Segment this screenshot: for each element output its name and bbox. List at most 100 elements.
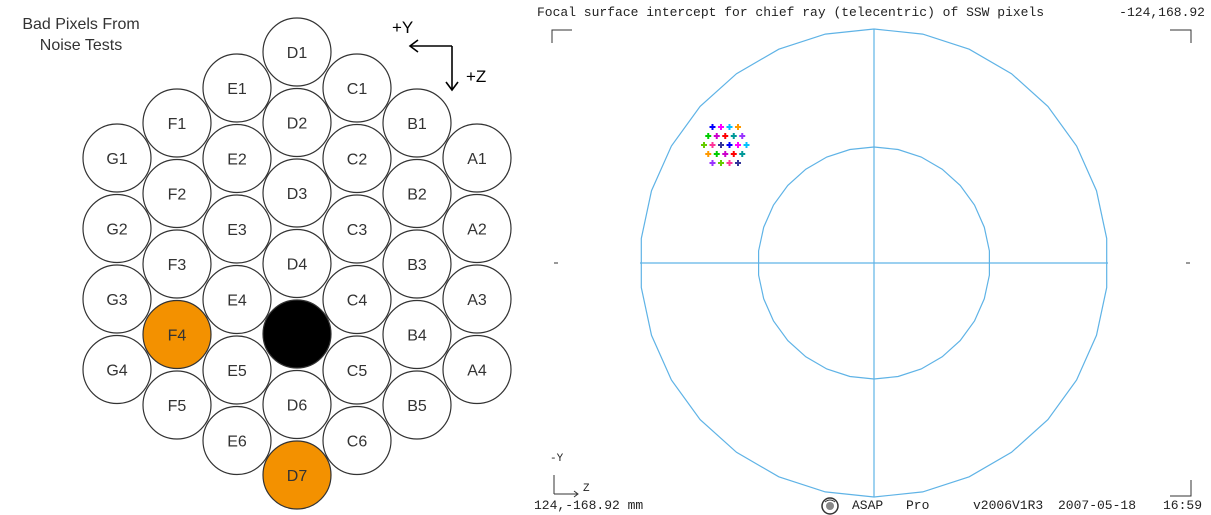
plot-date: 2007-05-18 [1058,498,1137,513]
intercept-marker [701,142,707,148]
intercept-marker [726,142,733,148]
pixel-label: B1 [407,116,427,133]
pixel-label: E6 [227,434,247,451]
pixel-label: G2 [106,222,127,239]
z-arrow-head-icon [445,81,459,92]
intercept-marker [705,133,712,139]
corner-mark-top-left [551,29,572,43]
software-name: ASAP [852,498,884,513]
pixel-label: G3 [106,292,127,309]
pixel-e5 [202,335,272,405]
plot-title: Focal surface intercept for chief ray (t… [537,5,1045,20]
axis-key [553,475,579,498]
corner-mark-bottom-right [1170,480,1192,497]
intercept-marker [718,142,724,148]
intercept-marker [709,160,716,166]
pixel-b5 [382,370,452,440]
pixel-label: E4 [227,293,247,310]
pixel-d2 [262,87,332,158]
pixel-label: C3 [347,222,368,239]
pixel-d3 [262,158,332,228]
pixel-d1 [262,17,332,87]
pixel-label: G4 [106,363,127,380]
panel-title: Bad Pixels From Noise Tests [10,14,152,56]
pixel-c6 [322,405,392,476]
pixel-b3 [382,229,452,299]
intercept-marker [718,160,724,166]
intercept-marker [718,124,724,130]
pixel-label: F2 [168,187,187,204]
axis-indicator: +Y +Z [392,18,486,92]
pixel-hex-array: +Y +Z D1 E1 C1 F1 D2 B1 G1 E2 C2 A1 F2 D3 B2 G2 E3 C3 A2… [82,17,512,510]
pixel-label: E3 [227,222,247,239]
pixel-f3 [142,229,212,299]
pixel-c2 [322,123,392,194]
pixel-label: F5 [168,398,187,415]
focal-circles [640,28,1108,498]
pixel-label: A2 [467,222,487,239]
intercept-marker [705,151,712,157]
pixel-label: B2 [407,187,427,204]
pixel-label: C1 [347,81,368,98]
pixel-d4 [262,228,332,299]
pixel-g3 [82,264,152,334]
pixel-label: C2 [347,152,368,169]
top-right-coordinate: -124,168.92 [1119,5,1205,20]
pixel-group: D1 E1 C1 F1 D2 B1 G1 E2 C2 A1 F2 D3 B2 G2 E3 C3 A2 F3 D4 B3… [82,17,512,510]
intercept-marker [722,133,729,139]
pixel-a1 [442,123,512,193]
pixel-label: D4 [287,257,308,274]
pixel-f2 [142,158,212,229]
intercept-marker [726,160,733,166]
corner-marks [551,29,1192,497]
intercept-marker [709,124,716,130]
pixel-label: C4 [347,293,368,310]
pixel-e1 [202,53,272,123]
intercept-marker [735,124,741,130]
pixel-e2 [202,123,272,194]
intercept-marker [709,142,716,148]
axis-y-label: +Y [392,18,413,37]
intercept-marker [743,142,750,148]
bottom-left-coordinate: 124,-168.92 mm [534,498,644,513]
software-edition: Pro [906,498,930,513]
intercept-marker [735,160,741,166]
pixel-label: A3 [467,292,487,309]
pixel-label: C6 [347,434,368,451]
intercept-marker [722,151,729,157]
pixel-label: C5 [347,363,368,380]
pixel-c3 [322,194,392,264]
pixel-label: B4 [407,328,427,345]
intercept-marker [713,133,720,139]
axis-z-label: +Z [466,67,486,86]
pixel-e3 [202,194,272,264]
pixel-label: D2 [287,116,308,133]
intercept-marker [735,142,741,148]
focal-plot-panel: Focal surface intercept for chief ray (t… [530,0,1211,515]
pixel-label: E1 [227,81,247,98]
pixel-a2 [442,193,512,264]
y-arrow-head-icon [408,39,419,53]
intercept-marker [726,124,733,130]
key-arrow-icon [573,490,579,498]
pixel-label: B3 [407,257,427,274]
pixel-intercept-markers [701,124,750,166]
pixel-a3 [442,264,512,334]
pixel-label: A1 [467,151,487,168]
pixel-label: A4 [467,363,487,380]
corner-mark-top-right [1170,29,1192,43]
title-line-1: Bad Pixels From [22,16,140,33]
key-z-label: Z [583,483,590,495]
pixel-g2 [82,193,152,264]
pixel-label: F3 [168,257,187,274]
focal-surface-plot: -Y Z [550,28,1192,515]
pixel-label: D7 [287,468,308,485]
pixel-label: D3 [287,186,308,203]
pixel-e4 [202,264,272,335]
pixel-e6 [202,405,272,476]
title-line-2: Noise Tests [39,37,123,54]
intercept-marker [739,151,746,157]
pixel-label: F1 [168,116,187,133]
pixel-c5 [322,335,392,405]
pixel-b4 [382,299,452,370]
